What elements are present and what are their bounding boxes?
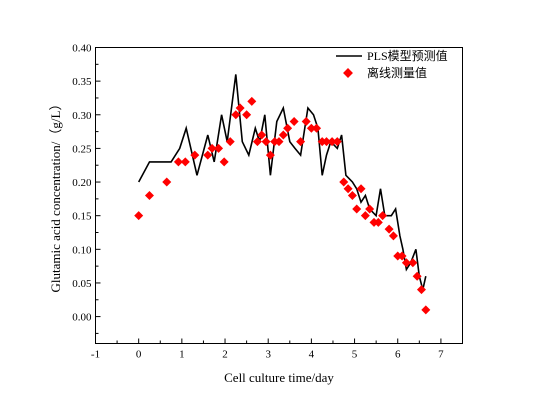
data-point: [301, 117, 311, 126]
y-tick-label: 0.10: [72, 244, 92, 256]
x-tick-label: 7: [438, 349, 444, 361]
x-tick-label: 2: [222, 349, 228, 361]
data-point: [306, 123, 316, 133]
data-point: [408, 258, 418, 268]
data-point: [219, 157, 229, 167]
data-point: [242, 110, 252, 120]
data-point: [261, 137, 271, 147]
data-point: [321, 137, 331, 147]
y-tick-label: 0.30: [72, 110, 92, 122]
data-point: [203, 150, 213, 160]
data-point: [180, 157, 190, 167]
data-point: [327, 137, 337, 147]
data-point: [247, 96, 257, 106]
data-point: [257, 130, 267, 140]
data-point: [356, 184, 366, 194]
data-point: [235, 103, 245, 113]
data-point: [384, 224, 394, 234]
x-tick-label: 3: [265, 349, 271, 361]
data-point: [134, 211, 144, 221]
y-tick-label: 0.35: [72, 76, 92, 88]
data-point: [378, 211, 388, 221]
data-point: [416, 285, 426, 295]
data-point: [421, 305, 431, 315]
data-point: [144, 191, 154, 200]
x-tick-label: 1: [179, 349, 185, 361]
x-tick-label: 4: [309, 349, 315, 361]
data-point: [339, 177, 349, 187]
data-point: [365, 204, 375, 214]
data-point: [332, 137, 342, 147]
x-ticks: -1 0 1 2 3 4 5 6 7: [91, 338, 444, 361]
legend-diamond-swatch: [343, 68, 353, 78]
series-points-group: [134, 96, 431, 315]
data-point: [312, 123, 322, 133]
plot-frame: [95, 47, 463, 344]
legend: PLS模型预测值 离线测量值: [336, 48, 448, 80]
data-point: [173, 157, 183, 167]
y-tick-label: 0.40: [72, 43, 92, 55]
data-point: [162, 177, 172, 187]
y-ticks: 0.00 0.05 0.10 0.15 0.20 0.25 0.30 0.35 0.40: [72, 43, 101, 334]
data-point: [397, 251, 407, 261]
legend-label-scatter: 离线测量值: [367, 65, 427, 80]
data-point: [283, 123, 293, 133]
y-tick-label: 0.20: [72, 177, 92, 189]
data-point: [252, 137, 262, 147]
data-point: [289, 117, 299, 126]
x-tick-label: 6: [395, 349, 401, 361]
data-point: [388, 231, 398, 241]
data-point: [347, 191, 357, 200]
data-point: [214, 143, 224, 153]
y-axis-label: Glutamic acid concentration/（g/L）: [48, 98, 63, 293]
x-tick-label: 5: [352, 349, 358, 361]
data-point: [274, 137, 284, 147]
x-tick-label: 0: [136, 349, 142, 361]
y-tick-label: 0.25: [72, 143, 92, 155]
data-point: [231, 110, 241, 120]
data-point: [190, 150, 200, 160]
data-point: [352, 204, 362, 214]
x-axis-label: Cell culture time/day: [224, 370, 334, 385]
series-line-pls: [137, 74, 427, 290]
series-line-group: [137, 74, 427, 290]
data-point: [225, 137, 235, 147]
data-point: [278, 130, 288, 140]
data-point: [265, 150, 275, 160]
y-tick-label: 0.00: [72, 312, 92, 324]
data-point: [360, 211, 370, 221]
y-tick-label: 0.15: [72, 211, 92, 223]
data-point: [343, 184, 353, 194]
data-point: [412, 271, 422, 281]
x-tick-label: -1: [91, 349, 100, 361]
legend-label-line: PLS模型预测值: [367, 48, 448, 63]
data-point: [296, 137, 306, 147]
data-point: [401, 258, 411, 268]
y-tick-label: 0.05: [72, 278, 92, 290]
data-point: [373, 217, 383, 227]
data-point: [207, 143, 217, 153]
